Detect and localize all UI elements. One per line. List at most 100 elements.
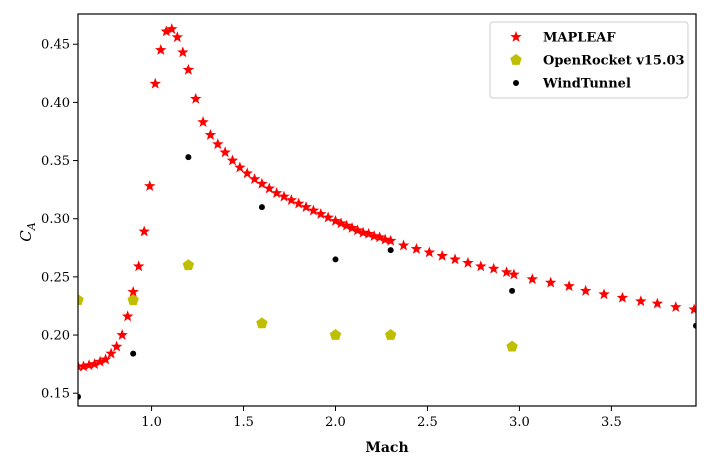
series-openrocket-v15-03-point	[329, 329, 342, 340]
series-mapleaf-point	[263, 182, 275, 194]
series-mapleaf-point	[270, 187, 283, 198]
series-mapleaf-point	[500, 266, 513, 278]
series-mapleaf-point	[351, 224, 364, 236]
series-mapleaf-point	[508, 268, 520, 280]
legend-entry-windtunnel: WindTunnel	[513, 77, 631, 92]
series-mapleaf-point	[475, 260, 487, 272]
series-mapleaf-point	[116, 329, 128, 340]
series-mapleaf-point	[110, 340, 123, 352]
series-mapleaf-point	[171, 31, 184, 43]
y-tick-label: 0.35	[41, 154, 70, 169]
legend-entry-windtunnel-marker	[513, 80, 519, 86]
series-mapleaf-point	[384, 234, 397, 246]
series-mapleaf-point	[563, 280, 575, 292]
series-windtunnel-point	[185, 154, 192, 161]
series-mapleaf-point	[105, 347, 117, 359]
series-mapleaf-point	[329, 215, 342, 226]
series-mapleaf-point	[149, 77, 161, 89]
series-windtunnel-point	[332, 256, 339, 263]
series-mapleaf-point	[307, 204, 320, 216]
series-mapleaf-point	[487, 262, 500, 274]
series-windtunnel-point	[78, 393, 81, 400]
series-mapleaf-point	[315, 208, 327, 219]
series-windtunnel-point	[509, 287, 516, 294]
legend-entry-openrocket-v15-03-marker	[510, 54, 522, 65]
series-mapleaf-point	[670, 301, 682, 312]
series-openrocket-v15-03-point	[182, 259, 195, 271]
series-mapleaf-point	[651, 297, 664, 309]
series-openrocket-v15-03-point	[384, 329, 397, 340]
y-tick-label: 0.15	[41, 387, 70, 402]
legend-entry-openrocket-v15-03: OpenRocket v15.03	[510, 54, 685, 69]
series-mapleaf-point	[99, 353, 112, 365]
series-openrocket-v15-03-point	[127, 294, 139, 305]
series-mapleaf-point	[78, 360, 90, 372]
series-mapleaf-point	[322, 211, 334, 223]
legend-entry-windtunnel-label: WindTunnel	[542, 77, 631, 92]
series-openrocket-v15-03-point	[256, 317, 268, 329]
series-windtunnel-point	[130, 350, 137, 357]
plot-frame	[77, 13, 697, 407]
legend-entry-mapleaf-marker	[510, 31, 522, 42]
series-mapleaf-point	[688, 303, 696, 315]
series-mapleaf-point	[166, 23, 178, 34]
series-mapleaf-point	[83, 359, 95, 371]
series-mapleaf-point	[335, 217, 347, 229]
series-mapleaf-point	[278, 190, 290, 202]
series-mapleaf-point	[88, 358, 101, 369]
plot-marks	[78, 23, 696, 400]
series-mapleaf-point	[197, 116, 209, 128]
y-axis-label-main: C	[17, 230, 35, 242]
series-mapleaf-point	[234, 161, 246, 173]
series-openrocket-v15-03-point	[78, 294, 84, 305]
series-mapleaf-point	[423, 246, 436, 258]
series-mapleaf-point	[226, 154, 239, 166]
series-mapleaf-point	[410, 242, 423, 254]
legend-box	[489, 21, 689, 99]
series-windtunnel	[78, 154, 696, 400]
y-tick-label: 0.40	[41, 96, 70, 111]
series-mapleaf-point	[598, 288, 610, 300]
y-axis-label-subscript: A	[25, 222, 38, 231]
series-mapleaf-point	[94, 355, 106, 367]
series-mapleaf-point	[144, 180, 156, 192]
series-mapleaf-point	[285, 194, 298, 205]
legend: MAPLEAF OpenRocket v15.03 WindTunnel	[489, 21, 689, 99]
y-axis-ticks: 0.15 0.20 0.25 0.30 0.35 0.40 0.45	[41, 38, 78, 402]
series-mapleaf-point	[219, 146, 231, 158]
series-openrocket-v15-03-point	[506, 340, 518, 352]
x-tick-label: 1.5	[233, 415, 254, 430]
series-mapleaf-point	[127, 286, 139, 297]
x-tick-label: 2.5	[417, 415, 438, 430]
series-windtunnel-point	[258, 204, 265, 211]
x-tick-label: 1.0	[141, 415, 162, 430]
series-mapleaf-point	[362, 227, 375, 239]
y-axis-label: CA	[17, 222, 38, 241]
series-mapleaf-point	[248, 173, 261, 185]
series-mapleaf-point	[190, 92, 202, 104]
series-mapleaf-point	[155, 44, 167, 55]
series-windtunnel-point	[387, 247, 394, 254]
series-openrocket-v15-03	[78, 259, 518, 352]
series-mapleaf-point	[346, 222, 358, 233]
series-mapleaf-point	[449, 253, 461, 265]
x-axis-label: Mach	[365, 440, 408, 456]
legend-entry-openrocket-v15-03-label: OpenRocket v15.03	[543, 54, 685, 69]
x-tick-label: 3.0	[509, 415, 530, 430]
y-tick-label: 0.20	[41, 329, 70, 344]
series-mapleaf-point	[182, 63, 195, 75]
series-mapleaf-point	[132, 260, 145, 272]
series-windtunnel-point	[693, 322, 696, 329]
x-axis-ticks: 1.0 1.5 2.0 2.5 3.0 3.5	[141, 406, 622, 430]
series-mapleaf-point	[462, 256, 474, 268]
legend-entry-mapleaf: MAPLEAF	[510, 31, 616, 46]
series-mapleaf-point	[616, 291, 629, 303]
series-mapleaf	[78, 23, 696, 372]
series-mapleaf-point	[340, 219, 353, 231]
series-mapleaf-point	[177, 46, 189, 58]
y-tick-label: 0.25	[41, 270, 70, 285]
series-mapleaf-point	[256, 177, 268, 189]
series-mapleaf-point	[373, 231, 386, 243]
x-tick-label: 3.5	[601, 415, 622, 430]
